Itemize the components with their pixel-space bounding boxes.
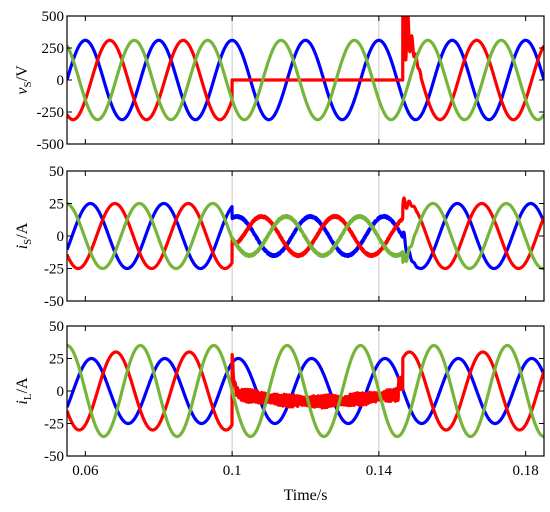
- y-axis-label: iL/A: [14, 377, 34, 405]
- x-tick-label: 0.06: [72, 463, 99, 479]
- x-tick-label: 0.18: [513, 463, 539, 479]
- y-tick-label: 500: [42, 9, 65, 25]
- series-line-3: [67, 38, 544, 122]
- y-tick-label: -250: [37, 105, 65, 121]
- y-tick-label: 0: [57, 229, 65, 245]
- y-tick-label: -50: [44, 449, 64, 465]
- y-tick-label: -25: [44, 262, 64, 278]
- series-line-1: [67, 356, 544, 426]
- series-line-3: [67, 343, 544, 439]
- chart-panel-3: -50 -25 0 25 50 iL/A: [14, 319, 545, 465]
- x-tick-label: 0.14: [366, 463, 393, 479]
- y-tick-label: -25: [44, 417, 64, 433]
- y-tick-label: -500: [37, 137, 65, 153]
- y-axis-label: vS/V: [14, 65, 34, 95]
- series-line-2: [67, 350, 544, 432]
- series-line-2: [67, 16, 544, 122]
- y-tick-label: 0: [57, 384, 65, 400]
- x-axis-label: Time/s: [284, 487, 328, 504]
- y-tick-label: 250: [42, 41, 65, 57]
- y-tick-label: 25: [49, 352, 64, 368]
- x-tick-label: 0.1: [223, 463, 242, 479]
- chart-panel-1: -500 -250 0 250 500 vS/V: [14, 9, 545, 153]
- series-line-3: [67, 201, 544, 271]
- y-axis-label: iS/A: [14, 222, 34, 249]
- y-tick-label: 0: [57, 73, 65, 89]
- y-tick-label: 50: [49, 319, 64, 335]
- series-line-2: [67, 196, 544, 271]
- y-tick-label: 50: [49, 164, 64, 180]
- y-tick-label: -50: [44, 294, 64, 310]
- y-tick-label: 25: [49, 197, 64, 213]
- chart-panel-2: -50 -25 0 25 50 iS/A: [14, 164, 545, 310]
- series-line-1: [67, 201, 544, 271]
